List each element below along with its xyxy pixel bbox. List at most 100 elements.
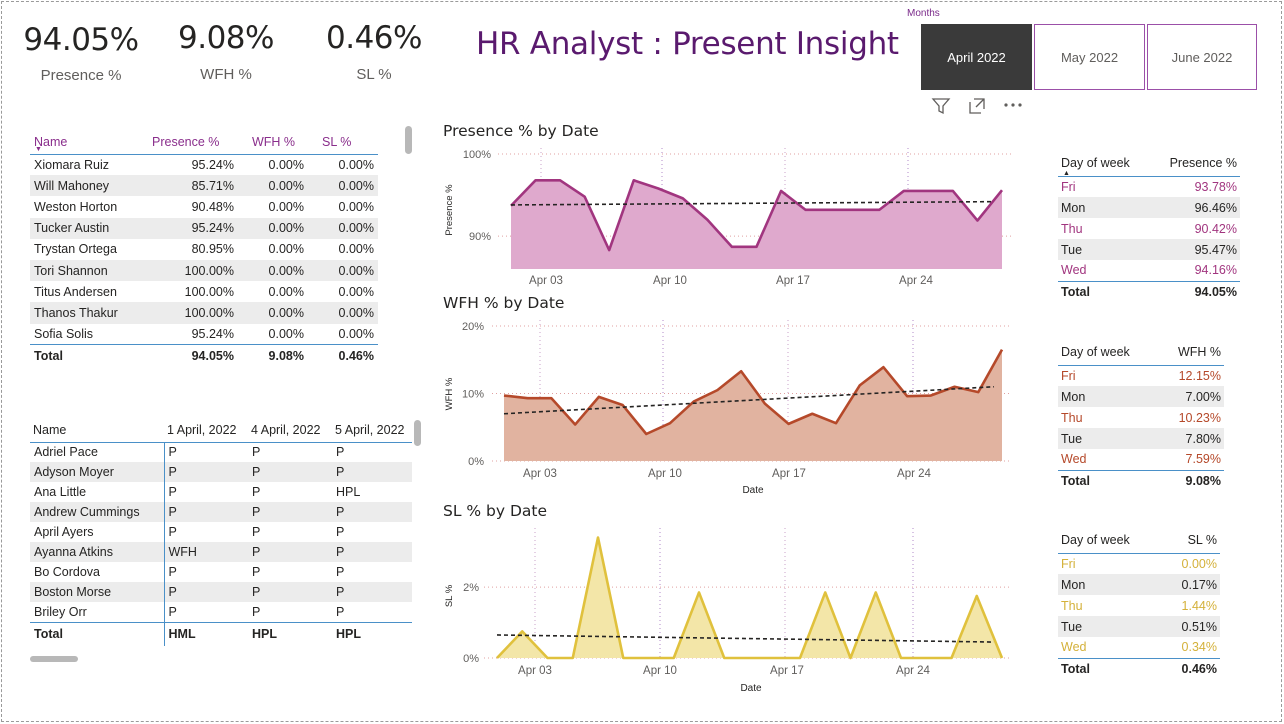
table-row[interactable]: Briley Orr P P P [30, 602, 412, 622]
cell-presence: 96.46% [1149, 197, 1240, 218]
month-option-may[interactable]: May 2022 [1034, 24, 1145, 90]
col-header-name[interactable]: Name [30, 418, 164, 443]
y-tick-label: 100% [463, 149, 491, 161]
col-header-day[interactable]: Day of week [1058, 150, 1150, 177]
table-row[interactable]: Thu 90.42% [1058, 218, 1240, 239]
cell-presence: 93.78% [1194, 179, 1237, 194]
cell-day: Wed [1061, 640, 1087, 655]
col-header-name[interactable]: Name ▼ [30, 130, 152, 155]
col-header-presence[interactable]: Presence % [1149, 150, 1240, 177]
cell-sl: 0.34% [1181, 640, 1217, 655]
cell-day: Tue [1058, 616, 1163, 637]
col-header-wfh[interactable]: WFH % [1158, 339, 1224, 366]
table-row[interactable]: Weston Horton 90.48% 0.00% 0.00% [30, 196, 378, 217]
table-row[interactable]: Ayanna Atkins WFH P P [30, 542, 412, 562]
y-tick-label: 2% [463, 582, 479, 594]
table-row[interactable]: Thu 1.44% [1058, 595, 1220, 616]
cell-apr1: WFH [164, 542, 248, 562]
table-row[interactable]: Tori Shannon 100.00% 0.00% 0.00% [30, 259, 378, 282]
focus-mode-icon[interactable] [966, 96, 988, 116]
table-row[interactable]: Thu 10.23% [1058, 407, 1224, 428]
table-row[interactable]: Fri 0.00% [1058, 553, 1220, 574]
col-header-apr5[interactable]: 5 April, 2022 [332, 418, 412, 443]
table-row[interactable]: Tucker Austin 95.24% 0.00% 0.00% [30, 217, 378, 239]
cell-sl: 0.00% [308, 217, 378, 239]
cell-name: Xiomara Ruiz [34, 157, 110, 172]
col-header-sl[interactable]: SL % [308, 130, 378, 155]
cell-presence: 95.24% [191, 326, 234, 341]
table-row[interactable]: Mon 0.17% [1058, 574, 1220, 595]
cell-presence: 94.16% [1194, 263, 1237, 278]
cell-wfh: 0.00% [268, 242, 304, 257]
attendance-table-scrollbar-v[interactable] [414, 420, 421, 446]
cell-wfh: 0.00% [268, 157, 304, 172]
cell-wfh: 7.80% [1158, 428, 1224, 449]
table-row[interactable]: Wed 0.34% [1058, 637, 1220, 658]
more-options-icon[interactable] [1002, 96, 1024, 116]
table-row[interactable]: Wed 94.16% [1058, 260, 1240, 281]
table-row[interactable]: Tue 0.51% [1058, 616, 1220, 637]
col-header-apr4[interactable]: 4 April, 2022 [248, 418, 332, 443]
visual-header-icons [930, 96, 1024, 116]
table-row[interactable]: Titus Andersen 100.00% 0.00% 0.00% [30, 281, 378, 302]
cell-name: Ana Little [30, 482, 165, 502]
cell-apr4: P [252, 445, 261, 460]
cell-name: Ayanna Atkins [30, 542, 165, 562]
table-row[interactable]: Sofia Solis 95.24% 0.00% 0.00% [30, 324, 378, 345]
table-row[interactable]: Wed 7.59% [1058, 449, 1224, 470]
filter-icon[interactable] [930, 96, 952, 116]
cell-apr5: P [336, 525, 345, 539]
cell-sl: 1.44% [1181, 598, 1217, 613]
month-option-june[interactable]: June 2022 [1147, 24, 1257, 90]
kpi-wfh-label: WFH % [200, 66, 252, 83]
total-label: Total [30, 621, 165, 646]
table-row[interactable]: Xiomara Ruiz 95.24% 0.00% 0.00% [30, 154, 378, 175]
total-sl: 0.46% [308, 344, 378, 367]
attendance-table-scrollbar-h[interactable] [30, 656, 78, 662]
cell-wfh: 0.00% [238, 302, 308, 324]
employee-table-scrollbar[interactable] [405, 126, 412, 154]
sl-by-date-chart: 2% 0% Apr 03 Apr 10 Apr 17 Apr 24 SL % Date [444, 528, 1012, 694]
table-row[interactable]: April Ayers P P P [30, 522, 412, 542]
cell-name: Weston Horton [34, 199, 118, 214]
table-row[interactable]: Adyson Moyer P P P [30, 462, 412, 482]
cell-name: Tucker Austin [30, 217, 152, 239]
y-tick-label: 0% [468, 456, 484, 468]
attendance-matrix-table: Name 1 April, 2022 4 April, 2022 5 April… [30, 418, 412, 646]
y-axis-label: Presence % [444, 184, 455, 236]
table-row[interactable]: Tue 95.47% [1058, 239, 1240, 260]
dow-sl-table: Day of week SL % Fri 0.00% Mon 0.17% Thu 1.44… [1058, 527, 1220, 679]
table-row[interactable]: Trystan Ortega 80.95% 0.00% 0.00% [30, 239, 378, 260]
total-label: Total [1058, 280, 1150, 302]
table-row[interactable]: Fri 12.15% [1058, 365, 1224, 386]
table-row[interactable]: Adriel Pace P P P [30, 442, 412, 462]
table-row[interactable]: Bo Cordova P P P [30, 562, 412, 582]
month-option-april[interactable]: April 2022 [921, 24, 1032, 90]
col-header-sl[interactable]: SL % [1162, 527, 1220, 554]
table-row[interactable]: Tue 7.80% [1058, 428, 1224, 449]
cell-name: Tori Shannon [30, 259, 152, 282]
total-label: Total [1058, 469, 1159, 491]
cell-wfh: 0.00% [238, 217, 308, 239]
col-header-day[interactable]: Day of week [1058, 527, 1163, 554]
cell-day: Thu [1061, 598, 1083, 613]
col-header-day[interactable]: Day of week [1058, 339, 1159, 366]
table-row[interactable]: Andrew Cummings P P P [30, 502, 412, 522]
sl-chart-title: SL % by Date [443, 502, 548, 520]
table-row[interactable]: Will Mahoney 85.71% 0.00% 0.00% [30, 175, 378, 197]
cell-apr4: P [252, 604, 261, 619]
col-header-wfh[interactable]: WFH % [238, 130, 308, 155]
table-row[interactable]: Boston Morse P P P [30, 582, 412, 602]
table-row[interactable]: Mon 96.46% [1058, 197, 1240, 218]
x-tick-label: Apr 03 [529, 275, 563, 287]
col-header-presence[interactable]: Presence % [152, 130, 238, 155]
table-row[interactable]: Fri 93.78% [1058, 176, 1240, 197]
x-tick-label: Apr 17 [770, 665, 804, 677]
cell-day: Tue [1058, 239, 1150, 260]
cell-day: Wed [1061, 263, 1087, 278]
col-header-apr1[interactable]: 1 April, 2022 [164, 418, 248, 443]
table-row[interactable]: Thanos Thakur 100.00% 0.00% 0.00% [30, 302, 378, 324]
table-row[interactable]: Ana Little P P HPL [30, 482, 412, 502]
table-row[interactable]: Mon 7.00% [1058, 386, 1224, 407]
